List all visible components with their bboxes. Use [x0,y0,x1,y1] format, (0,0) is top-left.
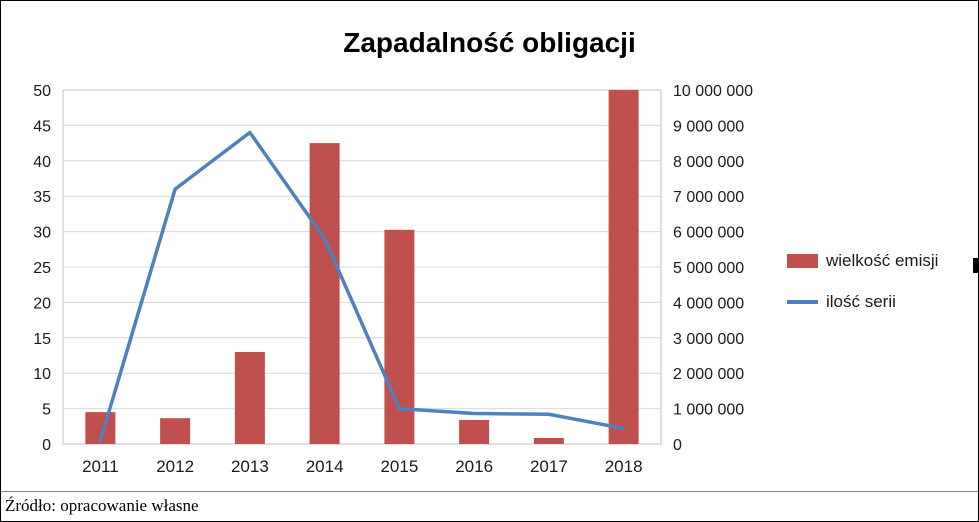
x-axis-tick-label: 2017 [530,457,568,476]
right-axis-tick-label: 2 000 000 [673,366,744,383]
plot-border [62,89,662,445]
legend-label-line-series: ilość serii [826,292,896,311]
left-axis-tick-label: 20 [33,295,51,312]
right-axis-tick-label: 4 000 000 [673,295,744,312]
x-axis-tick-label: 2011 [82,457,119,476]
right-axis-tick-label: 5 000 000 [673,260,744,277]
left-axis-tick-label: 35 [33,189,51,206]
bar-2018 [608,90,639,444]
right-axis-tick-label: 3 000 000 [673,331,744,348]
line-series-swatch [787,300,818,304]
series-line [98,130,626,443]
x-axis-tick-label: 2014 [306,457,344,476]
bar-2015 [384,229,415,444]
right-axis-tick-label: 7 000 000 [673,189,744,206]
bar-2012 [160,418,191,444]
left-axis-tick-label: 0 [42,437,51,454]
left-axis-tick-label: 10 [33,366,51,383]
legend-label-bar-series: wielkość emisji [826,251,939,270]
x-axis-tick-label: 2013 [231,457,269,476]
chart-legend: wielkość emisji ilość serii [787,251,938,333]
right-edge-scroll-artifact [973,258,978,273]
chart-title: Zapadalność obligacji [343,27,636,58]
legend-item-bar-series: wielkość emisji [787,251,938,271]
chart-frame-bottom-border [1,491,978,492]
x-axis-tick-label: 2016 [455,457,493,476]
right-axis-tick-label: 9 000 000 [673,118,744,135]
bar-2014 [309,143,340,444]
right-axis-tick-label: 8 000 000 [673,154,744,171]
x-axis-tick-label: 2012 [156,457,194,476]
left-axis-tick-label: 40 [33,154,51,171]
source-note: Źródło: opracowanie własne [5,496,199,515]
right-axis-tick-label: 1 000 000 [673,402,744,419]
legend-item-line-series: ilość serii [787,292,938,312]
right-axis-tick-label: 0 [673,437,682,454]
left-axis-tick-label: 30 [33,225,51,242]
right-axis-tick-label: 6 000 000 [673,225,744,242]
right-axis-tick-label: 10 000 000 [673,83,753,100]
left-axis-tick-label: 50 [33,83,51,100]
left-axis-tick-label: 15 [33,331,51,348]
x-axis-tick-label: 2018 [605,457,643,476]
bar-series-swatch [787,254,818,268]
left-axis-tick-label: 45 [33,118,51,135]
bar-2017 [533,437,564,444]
left-axis-tick-label: 5 [42,402,51,419]
bar-2013 [234,351,265,444]
left-axis-tick-label: 25 [33,260,51,277]
bar-2016 [459,419,490,444]
x-axis-tick-label: 2015 [380,457,418,476]
